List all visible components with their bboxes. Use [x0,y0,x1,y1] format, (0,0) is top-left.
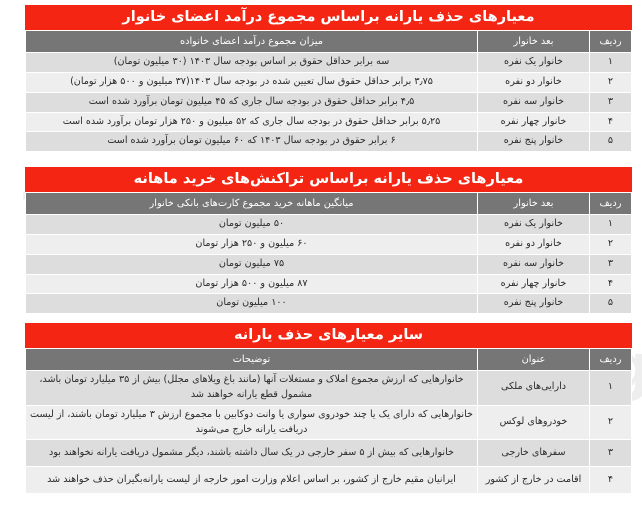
table-row: ۳ سفرهای خارجی خانوارهایی که بیش از ۵ سف… [25,439,632,468]
cell-index: ۲ [589,404,632,441]
cell-index: ۳ [589,91,632,113]
cell-description: ایرانیان مقیم خارج از کشور، بر اساس اعلا… [25,466,478,495]
table-banner-other: سایر معیارهای حذف یارانه [25,323,632,348]
column-header-income-amount: میزان مجموع درآمد اعضای خانواده [25,30,478,53]
table-row: ۱ خانوار یک نفره ۵۰ میلیون تومان [25,214,632,235]
cell-index: ۴ [589,466,632,495]
table-row: ۲ خودروهای لوکس خانوارهایی که دارای یک ی… [25,404,632,441]
cell-index: ۲ [589,233,632,255]
cell-amount: ۶۰ میلیون و ۲۵۰ هزار تومان [25,233,478,255]
table-block-income-criteria: معیارهای حذف یارانه براساس مجموع درآمد ا… [25,5,632,153]
cell-amount: ۵۰ میلیون تومان [25,214,478,235]
cell-amount: ۸۷ میلیون و ۵۰۰ هزار تومان [25,273,478,295]
table-block-transaction-criteria: معیارهای حذف یارانه براساس تراکنش‌های خر… [25,167,632,315]
table-row: ۴ خانوار چهار نفره ۸۷ میلیون و ۵۰۰ هزار … [25,273,632,295]
cell-household-size: خانوار یک نفره [477,214,590,235]
cell-description: ۴٫۵ برابر حداقل حقوق در بودجه سال جاری ک… [25,91,478,113]
cell-title: سفرهای خارجی [477,439,590,468]
cell-description: خانوارهایی که بیش از ۵ سفر خارجی در یک س… [25,439,478,468]
cell-household-size: خانوار دو نفره [477,71,590,93]
column-header-index: ردیف [589,348,632,371]
cell-title: خودروهای لوکس [477,404,590,441]
table-header-row: ردیف بعد خانوار میزان مجموع درآمد اعضای … [25,30,632,53]
cell-description: ۳٫۷۵ برابر حداقل حقوق سال تعیین شده در ب… [25,71,478,93]
cell-index: ۴ [589,111,632,133]
cell-title: دارایی‌های ملکی [477,370,590,406]
table-row: ۱ خانوار یک نفره سه برابر حداقل حقوق بر … [25,52,632,73]
cell-household-size: خانوار دو نفره [477,233,590,255]
cell-amount: ۷۵ میلیون تومان [25,253,478,275]
column-header-title: عنوان [477,348,590,371]
table-block-other-criteria: سایر معیارهای حذف یارانه ردیف عنوان توضی… [25,323,632,495]
cell-description: ۶ برابر حقوق در بودجه سال ۱۴۰۳ که ۶۰ میل… [25,131,478,153]
cell-index: ۱ [589,52,632,73]
cell-description: خانوارهایی که ارزش مجموع املاک و مستغلات… [25,370,478,406]
cell-description: ۵٫۲۵ برابر حداقل حقوق در بودجه سال جاری … [25,111,478,133]
cell-title: اقامت در خارج از کشور [477,466,590,495]
cell-index: ۱ [589,370,632,406]
table-row: ۴ اقامت در خارج از کشور ایرانیان مقیم خا… [25,466,632,495]
cell-description: خانوارهایی که دارای یک یا چند خودروی سوا… [25,404,478,441]
table-row: ۳ خانوار سه نفره ۷۵ میلیون تومان [25,253,632,275]
table-other-criteria: ردیف عنوان توضیحات ۱ دارایی‌های ملکی خان… [25,348,632,495]
cell-household-size: خانوار سه نفره [477,253,590,275]
cell-amount: ۱۰۰ میلیون تومان [25,293,478,315]
cell-index: ۵ [589,131,632,153]
cell-index: ۳ [589,253,632,275]
cell-household-size: خانوار یک نفره [477,52,590,73]
cell-index: ۴ [589,273,632,295]
table-banner-income: معیارهای حذف یارانه براساس مجموع درآمد ا… [25,5,632,30]
column-header-household-size: بعد خانوار [477,30,590,53]
table-header-row: ردیف عنوان توضیحات [25,348,632,371]
table-banner-transaction: معیارهای حذف یارانه براساس تراکنش‌های خر… [25,167,632,192]
cell-household-size: خانوار پنج نفره [477,293,590,315]
cell-household-size: خانوار پنج نفره [477,131,590,153]
table-row: ۵ خانوار پنج نفره ۱۰۰ میلیون تومان [25,293,632,315]
table-transaction-criteria: ردیف بعد خانوار میانگین ماهانه خرید مجمو… [25,192,632,315]
cell-index: ۳ [589,439,632,468]
table-row: ۱ دارایی‌های ملکی خانوارهایی که ارزش مجم… [25,370,632,406]
table-row: ۵ خانوار پنج نفره ۶ برابر حقوق در بودجه … [25,131,632,153]
column-header-household-size: بعد خانوار [477,192,590,215]
cell-index: ۵ [589,293,632,315]
cell-index: ۲ [589,71,632,93]
cell-household-size: خانوار چهار نفره [477,111,590,133]
cell-index: ۱ [589,214,632,235]
column-header-index: ردیف [589,30,632,53]
table-header-row: ردیف بعد خانوار میانگین ماهانه خرید مجمو… [25,192,632,215]
cell-household-size: خانوار چهار نفره [477,273,590,295]
table-row: ۴ خانوار چهار نفره ۵٫۲۵ برابر حداقل حقوق… [25,111,632,133]
column-header-index: ردیف [589,192,632,215]
table-income-criteria: ردیف بعد خانوار میزان مجموع درآمد اعضای … [25,30,632,153]
table-row: ۲ خانوار دو نفره ۶۰ میلیون و ۲۵۰ هزار تو… [25,233,632,255]
cell-description: سه برابر حداقل حقوق بر اساس بودجه سال ۱۴… [25,52,478,73]
table-row: ۲ خانوار دو نفره ۳٫۷۵ برابر حداقل حقوق س… [25,71,632,93]
column-header-monthly-purchase: میانگین ماهانه خرید مجموع کارت‌های بانکی… [25,192,478,215]
table-row: ۳ خانوار سه نفره ۴٫۵ برابر حداقل حقوق در… [25,91,632,113]
column-header-explanations: توضیحات [25,348,478,371]
cell-household-size: خانوار سه نفره [477,91,590,113]
